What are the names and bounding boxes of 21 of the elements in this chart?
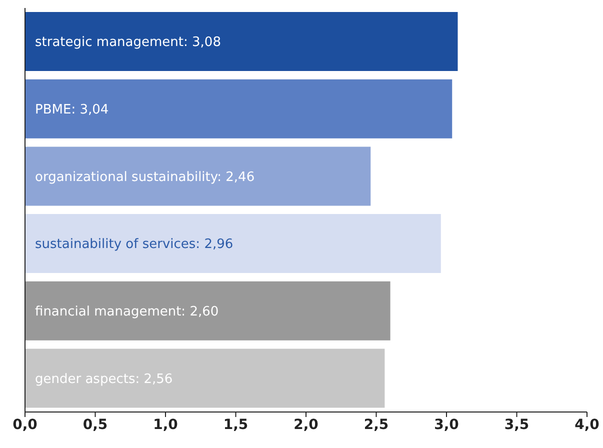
x-tick-label: 0,5 [82, 416, 108, 433]
x-tick-label: 3,0 [434, 416, 460, 433]
data-label: PBME: 3,04 [35, 102, 109, 118]
x-tick-label: 1,5 [223, 416, 248, 433]
data-label: sustainability of services: 2,96 [35, 237, 234, 252]
x-tick-label: 0,0 [12, 416, 38, 433]
data-label: strategic management: 3,08 [35, 35, 221, 50]
x-tick-label: 1,0 [153, 416, 178, 433]
bar [25, 12, 458, 72]
x-tick-label: 2,0 [294, 416, 319, 433]
bar [25, 348, 385, 408]
bar [25, 214, 441, 274]
bar [25, 146, 371, 206]
x-tick-label: 3,5 [504, 416, 530, 433]
data-label: financial management: 2,60 [35, 304, 219, 320]
x-tick-label: 2,5 [364, 416, 389, 433]
data-label: organizational sustainability: 2,46 [35, 170, 255, 185]
bar [25, 79, 452, 138]
data-label: gender aspects: 2,56 [35, 372, 173, 387]
x-tick-label: 4,0 [574, 416, 600, 433]
bar [25, 281, 390, 340]
